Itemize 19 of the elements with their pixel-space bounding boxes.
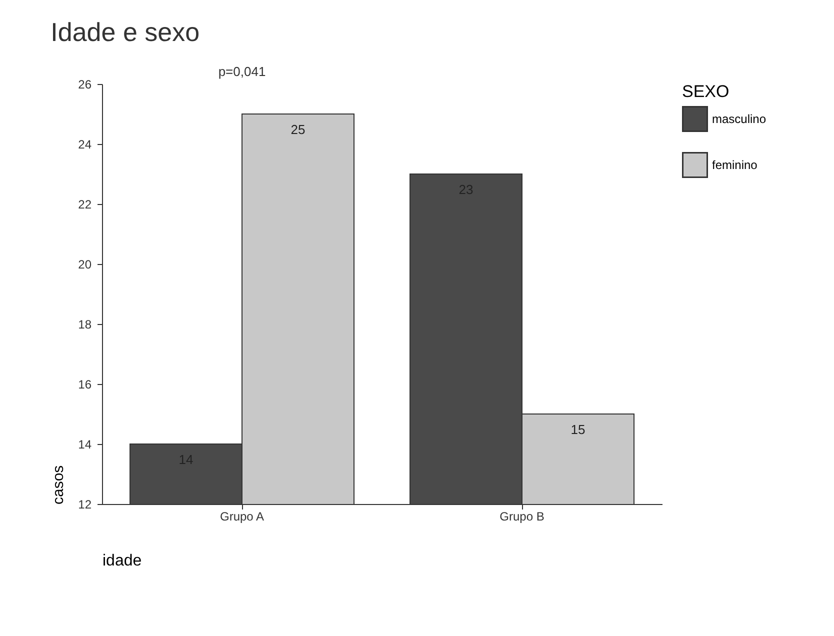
y-tick-label: 18 — [78, 318, 92, 332]
x-axis-title: idade — [102, 552, 142, 570]
y-tick-label: 14 — [78, 438, 92, 452]
y-tick-label: 24 — [78, 138, 92, 152]
y-tick-label: 26 — [78, 78, 92, 92]
y-tick-label: 12 — [78, 498, 92, 512]
x-tick-label: Grupo A — [220, 510, 264, 524]
x-tick-label: Grupo B — [500, 510, 544, 524]
chart-title: Idade e sexo — [50, 17, 200, 47]
text: p=0,041 — [218, 64, 266, 79]
y-tick-label: 20 — [78, 258, 92, 272]
y-tick-label: 16 — [78, 378, 92, 392]
legend-label: masculino — [712, 112, 766, 126]
data-label: 25 — [290, 122, 306, 137]
y-axis-title: casos — [50, 465, 68, 504]
y-tick-label: 22 — [78, 198, 92, 212]
data-label: 15 — [570, 422, 586, 437]
legend-title: SEXO — [682, 82, 730, 101]
legend-label: feminino — [712, 158, 758, 172]
